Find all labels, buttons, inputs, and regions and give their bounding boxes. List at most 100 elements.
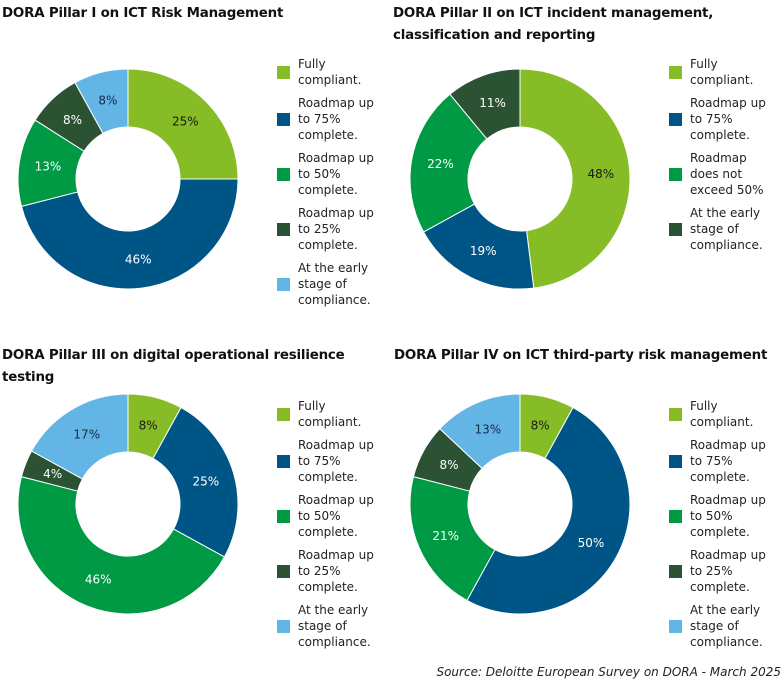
legend-swatch (277, 408, 290, 421)
slice-label: 25% (172, 115, 199, 129)
chart-panel-pillar-2: DORA Pillar II on ICT incident managemen… (392, 0, 784, 330)
legend-item: Roadmap up to 75% complete. (277, 437, 392, 485)
legend-label: Roadmap up to 75% complete. (690, 96, 766, 142)
chart-title: DORA Pillar I on ICT Risk Management (2, 6, 284, 21)
slice-label: 19% (470, 244, 497, 258)
donut-slice (466, 406, 631, 615)
source-note: Source: Deloitte European Survey on DORA… (436, 665, 781, 679)
legend-label: Fully compliant. (298, 399, 362, 429)
legend-label: Fully compliant. (298, 57, 362, 87)
legend-swatch (669, 620, 682, 633)
donut-chart: 25% 46% 13% 8% 8% (17, 68, 239, 290)
donut-slice (152, 406, 239, 558)
slice-label: 8% (439, 458, 458, 472)
legend-item: Roadmap up to 50% complete. (277, 150, 392, 198)
legend: Fully compliant. Roadmap up to 75% comple… (669, 398, 784, 657)
legend-swatch (277, 510, 290, 523)
slice-label: 46% (125, 252, 152, 266)
legend-item: At the early stage of compliance. (669, 602, 784, 650)
donut-slice (422, 203, 535, 290)
legend-item: Fully compliant. (277, 398, 392, 430)
slice-label: 48% (588, 167, 615, 181)
legend-item: Roadmap up to 75% complete. (669, 437, 784, 485)
legend-label: At the early stage of compliance. (690, 206, 763, 252)
donut-slice (449, 68, 521, 140)
legend-label: Roadmap up to 75% complete. (298, 96, 374, 142)
chart-panel-pillar-1: DORA Pillar I on ICT Risk Management 25%… (0, 0, 392, 330)
legend-swatch (277, 565, 290, 578)
slice-label: 21% (432, 529, 459, 543)
donut-chart: 8% 25% 46% 4% 17% (17, 393, 239, 615)
legend-swatch (277, 455, 290, 468)
legend-swatch (669, 455, 682, 468)
legend-item: At the early stage of compliance. (277, 260, 392, 308)
donut-chart: 48% 19% 22% 11% (409, 68, 631, 290)
legend-swatch (669, 510, 682, 523)
legend-item: Fully compliant. (669, 56, 784, 88)
legend-item: Roadmap up to 50% complete. (277, 492, 392, 540)
chart-title: DORA Pillar IV on ICT third-party risk m… (394, 348, 768, 363)
legend-swatch (277, 66, 290, 79)
legend-swatch (277, 168, 290, 181)
legend-swatch (669, 113, 682, 126)
legend-item: Roadmap up to 75% complete. (669, 95, 784, 143)
legend-item: Roadmap up to 25% complete. (277, 547, 392, 595)
legend-label: Roadmap up to 75% complete. (298, 438, 374, 484)
legend-item: Roadmap up to 50% complete. (669, 492, 784, 540)
legend-swatch (277, 113, 290, 126)
slice-label: 50% (578, 536, 605, 550)
legend-swatch (669, 66, 682, 79)
legend-label: Fully compliant. (690, 399, 754, 429)
donut-slice (74, 68, 129, 135)
legend-swatch (277, 223, 290, 236)
chart-panel-pillar-3: DORA Pillar III on digital operational r… (0, 342, 392, 672)
slice-label: 46% (85, 572, 112, 586)
legend-label: At the early stage of compliance. (690, 603, 763, 649)
legend-label: Roadmap up to 75% complete. (690, 438, 766, 484)
donut-slice (20, 178, 239, 290)
legend-label: Roadmap up to 50% complete. (298, 493, 374, 539)
donut-slice (30, 393, 129, 480)
donut-slice (439, 393, 521, 470)
legend-swatch (669, 223, 682, 236)
legend-item: Roadmap up to 25% complete. (277, 205, 392, 253)
slice-label: 8% (63, 113, 82, 127)
slice-label: 17% (73, 427, 100, 441)
slice-label: 4% (43, 467, 62, 481)
slice-label: 8% (98, 94, 117, 108)
chart-title: DORA Pillar III on digital operational r… (2, 348, 345, 385)
donut-slice (17, 476, 226, 615)
slice-label: 25% (192, 474, 219, 488)
legend-item: Roadmap up to 25% complete. (669, 547, 784, 595)
legend-swatch (669, 168, 682, 181)
donut-chart: 8% 50% 21% 8% 13% (409, 393, 631, 615)
legend-item: At the early stage of compliance. (277, 602, 392, 650)
legend-swatch (277, 620, 290, 633)
legend-item: At the early stage of compliance. (669, 205, 784, 253)
legend-label: Roadmap up to 25% complete. (690, 548, 766, 594)
slice-label: 13% (35, 159, 62, 173)
legend-label: Roadmap up to 50% complete. (298, 151, 374, 197)
legend-label: Roadmap up to 25% complete. (298, 548, 374, 594)
donut-slice (519, 68, 631, 289)
chart-title: DORA Pillar II on ICT incident managemen… (393, 6, 714, 43)
legend-item: Roadmap up to 75% complete. (277, 95, 392, 143)
slice-label: 13% (474, 423, 501, 437)
legend-label: Roadmap up to 25% complete. (298, 206, 374, 252)
slice-label: 8% (531, 419, 550, 433)
legend-item: Fully compliant. (277, 56, 392, 88)
legend-label: At the early stage of compliance. (298, 603, 371, 649)
legend-swatch (669, 565, 682, 578)
slice-label: 11% (479, 96, 506, 110)
legend-label: Fully compliant. (690, 57, 754, 87)
legend-label: At the early stage of compliance. (298, 261, 371, 307)
donut-slice (127, 68, 239, 180)
legend-label: Roadmap up to 50% complete. (690, 493, 766, 539)
legend-swatch (669, 408, 682, 421)
legend-item: Fully compliant. (669, 398, 784, 430)
legend-label: Roadmap does not exceed 50% (690, 151, 764, 197)
legend-item: Roadmap does not exceed 50% (669, 150, 784, 198)
legend: Fully compliant. Roadmap up to 75% comple… (669, 56, 784, 260)
donut-slice (409, 476, 496, 602)
slice-label: 22% (427, 157, 454, 171)
